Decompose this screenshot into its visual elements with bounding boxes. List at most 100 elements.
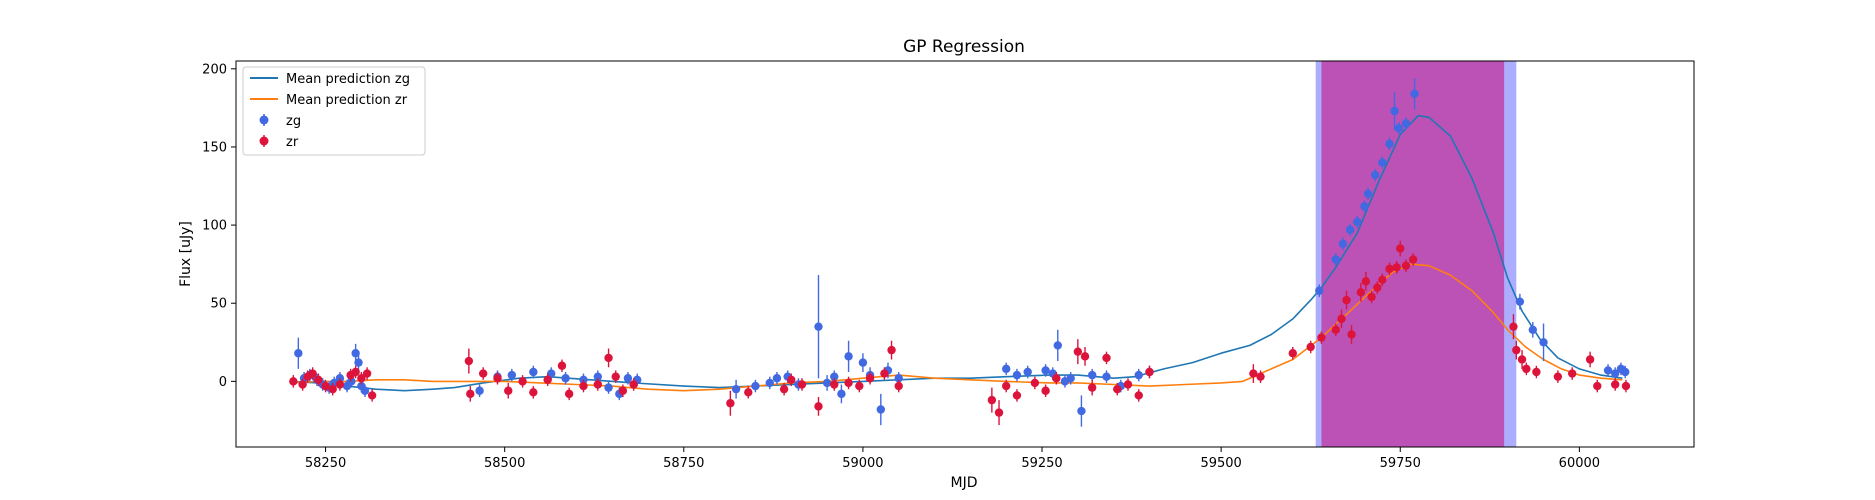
data-point-zr [1396, 244, 1404, 252]
data-point-zg [294, 349, 302, 357]
data-point-zr [787, 376, 795, 384]
data-point-zg [1621, 368, 1629, 376]
data-point-zr [308, 369, 316, 377]
data-point-zg [859, 358, 867, 366]
x-tick-label: 58750 [663, 456, 704, 471]
data-point-zg [1013, 371, 1021, 379]
data-point-zg [1402, 119, 1410, 127]
data-point-zr [1402, 262, 1410, 270]
legend-swatch-zr-marker [260, 137, 269, 146]
data-point-zg [823, 379, 831, 387]
data-point-zr [1052, 374, 1060, 382]
data-point-zr [558, 362, 566, 370]
data-point-zr [1124, 380, 1132, 388]
data-point-zr [1289, 349, 1297, 357]
data-point-zg [751, 382, 759, 390]
legend-label-zg: zg [286, 114, 301, 129]
y-tick-label: 50 [210, 297, 227, 312]
data-point-zr [1611, 380, 1619, 388]
x-tick-label: 58500 [484, 456, 525, 471]
data-point-zr [612, 372, 620, 380]
data-point-zr [814, 402, 822, 410]
data-point-zg [1077, 407, 1085, 415]
data-point-zr [744, 388, 752, 396]
data-point-zr [493, 374, 501, 382]
data-point-zr [1249, 369, 1257, 377]
data-point-zg [1371, 171, 1379, 179]
data-point-zg [604, 383, 612, 391]
data-point-zr [1102, 354, 1110, 362]
data-point-zr [1378, 276, 1386, 284]
x-axis-label: MJD [951, 475, 978, 491]
data-point-zg [1390, 107, 1398, 115]
legend-label-mean-zr: Mean prediction zr [286, 93, 408, 108]
y-tick-label: 200 [202, 62, 227, 77]
data-point-zg [1332, 255, 1340, 263]
data-point-zg [773, 374, 781, 382]
y-axis-label: Flux [uJy] [178, 221, 194, 287]
data-point-zr [604, 354, 612, 362]
data-point-zg [1516, 297, 1524, 305]
data-point-zr [1002, 382, 1010, 390]
data-point-zr [1088, 383, 1096, 391]
data-point-zr [1317, 333, 1325, 341]
data-point-zg [1539, 338, 1547, 346]
data-point-zg [1041, 366, 1049, 374]
data-point-zr [1332, 326, 1340, 334]
data-point-zr [479, 369, 487, 377]
data-point-zr [1509, 322, 1517, 330]
data-point-zr [1256, 372, 1264, 380]
data-point-zr [543, 376, 551, 384]
data-point-zr [1357, 288, 1365, 296]
data-point-zr [329, 385, 337, 393]
data-point-zg [1088, 371, 1096, 379]
data-point-zr [1031, 379, 1039, 387]
data-point-zg [361, 387, 369, 395]
data-point-zr [887, 346, 895, 354]
data-point-zr [619, 387, 627, 395]
data-point-zg [354, 358, 362, 366]
data-point-zr [363, 369, 371, 377]
data-point-zg [1529, 326, 1537, 334]
data-point-zg [1315, 287, 1323, 295]
data-point-zr [995, 408, 1003, 416]
x-tick-label: 59750 [1380, 456, 1421, 471]
y-tick-label: 0 [219, 375, 227, 390]
data-point-zr [465, 357, 473, 365]
data-point-zg [1023, 368, 1031, 376]
data-point-zg [837, 390, 845, 398]
data-point-zr [336, 380, 344, 388]
data-point-zg [1604, 366, 1612, 374]
legend-label-zr: zr [286, 135, 299, 150]
data-point-zr [1622, 382, 1630, 390]
data-point-zr [780, 385, 788, 393]
data-point-zg [1102, 372, 1110, 380]
data-point-zr [529, 388, 537, 396]
data-point-zg [1360, 202, 1368, 210]
data-point-zg [1353, 218, 1361, 226]
data-point-zr [1145, 368, 1153, 376]
legend-swatch-zg-marker [260, 116, 269, 125]
data-point-zr [351, 368, 359, 376]
data-point-zr [880, 369, 888, 377]
data-point-zg [1066, 374, 1074, 382]
data-point-zg [1002, 365, 1010, 373]
y-tick-label: 100 [202, 219, 227, 234]
data-point-zr [830, 380, 838, 388]
data-point-zr [866, 374, 874, 382]
x-tick-label: 59000 [842, 456, 883, 471]
data-point-zg [814, 322, 822, 330]
data-point-zr [594, 380, 602, 388]
data-point-zr [1362, 277, 1370, 285]
data-point-zg [1339, 240, 1347, 248]
data-point-zr [1081, 352, 1089, 360]
data-point-zg [1378, 158, 1386, 166]
data-point-zr [844, 379, 852, 387]
x-tick-label: 58250 [305, 456, 346, 471]
data-point-zr [1074, 347, 1082, 355]
data-point-zr [289, 377, 297, 385]
data-point-zg [1410, 90, 1418, 98]
data-point-zg [1395, 124, 1403, 132]
data-point-zr [629, 380, 637, 388]
data-point-zr [565, 390, 573, 398]
